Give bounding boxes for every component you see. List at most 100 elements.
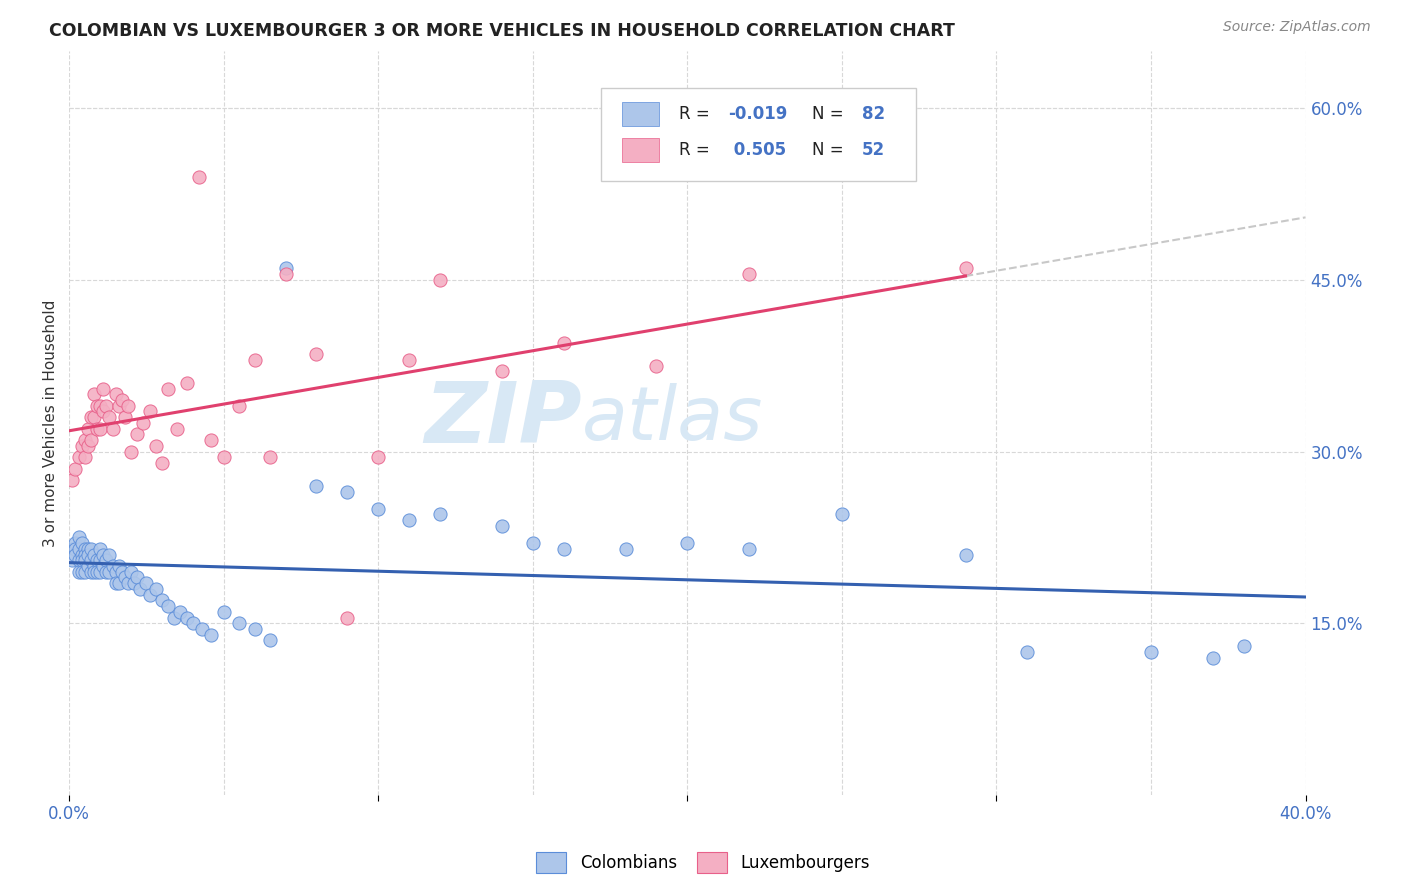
Point [212, 450, 235, 465]
Point [91, 382, 114, 396]
Text: -0.019: -0.019 [728, 105, 787, 123]
Text: atlas: atlas [582, 384, 763, 455]
Point [73, 553, 96, 567]
Point [107, 576, 129, 591]
Point [1140, 645, 1163, 659]
Point [89, 421, 111, 435]
Point [67, 553, 90, 567]
Point [65, 548, 87, 562]
Point [169, 605, 191, 619]
Point [86, 565, 108, 579]
Point [83, 548, 105, 562]
Text: Source: ZipAtlas.com: Source: ZipAtlas.com [1223, 20, 1371, 34]
Point [553, 541, 575, 556]
Text: ZIP: ZIP [425, 377, 582, 460]
Point [367, 501, 389, 516]
Point [138, 404, 160, 418]
Point [60, 473, 83, 487]
Point [181, 616, 204, 631]
Point [76, 439, 98, 453]
Point [117, 576, 139, 591]
Point [200, 433, 222, 447]
Point [305, 479, 328, 493]
Point [60, 553, 83, 567]
Point [491, 519, 513, 533]
Legend: Colombians, Luxembourgers: Colombians, Luxembourgers [530, 846, 876, 880]
Point [86, 399, 108, 413]
Point [83, 387, 105, 401]
Point [614, 541, 637, 556]
Text: 0.505: 0.505 [728, 141, 786, 159]
Point [522, 536, 544, 550]
Point [120, 565, 142, 579]
Point [96, 565, 118, 579]
Point [145, 439, 167, 453]
Point [1017, 645, 1039, 659]
Point [73, 450, 96, 465]
Point [73, 541, 96, 556]
Point [65, 461, 87, 475]
Point [65, 541, 87, 556]
Point [83, 559, 105, 574]
Point [65, 536, 87, 550]
Point [176, 376, 198, 390]
Point [70, 565, 93, 579]
Text: 82: 82 [862, 105, 884, 123]
Point [70, 439, 93, 453]
Point [91, 559, 114, 574]
Point [336, 610, 359, 624]
Point [107, 399, 129, 413]
Point [91, 404, 114, 418]
Point [166, 421, 188, 435]
Point [188, 169, 211, 184]
Point [73, 433, 96, 447]
Point [80, 553, 103, 567]
Point [80, 433, 103, 447]
Point [98, 565, 121, 579]
Point [738, 267, 761, 281]
Point [176, 610, 198, 624]
FancyBboxPatch shape [621, 137, 659, 161]
Point [114, 410, 136, 425]
Point [955, 261, 977, 276]
Point [553, 335, 575, 350]
Point [67, 450, 90, 465]
Point [831, 508, 853, 522]
Point [398, 513, 420, 527]
Point [80, 410, 103, 425]
Point [76, 421, 98, 435]
Point [91, 548, 114, 562]
Point [70, 548, 93, 562]
Point [70, 553, 93, 567]
Point [163, 610, 186, 624]
Point [83, 565, 105, 579]
Point [191, 622, 214, 636]
Point [86, 553, 108, 567]
Point [98, 410, 121, 425]
Text: R =: R = [679, 141, 714, 159]
Point [1202, 650, 1225, 665]
Text: R =: R = [679, 105, 714, 123]
Point [89, 399, 111, 413]
Point [67, 565, 90, 579]
Point [645, 359, 668, 373]
Point [101, 421, 124, 435]
Point [111, 565, 134, 579]
Point [73, 565, 96, 579]
Point [127, 570, 149, 584]
Point [111, 392, 134, 407]
Point [676, 536, 699, 550]
Point [120, 444, 142, 458]
Point [228, 616, 250, 631]
Y-axis label: 3 or more Vehicles in Household: 3 or more Vehicles in Household [44, 299, 58, 547]
Point [104, 576, 127, 591]
Point [101, 559, 124, 574]
Point [76, 541, 98, 556]
Point [274, 261, 297, 276]
FancyBboxPatch shape [600, 88, 917, 181]
Point [96, 553, 118, 567]
Point [138, 588, 160, 602]
Point [228, 399, 250, 413]
Point [259, 633, 281, 648]
Text: 52: 52 [862, 141, 884, 159]
